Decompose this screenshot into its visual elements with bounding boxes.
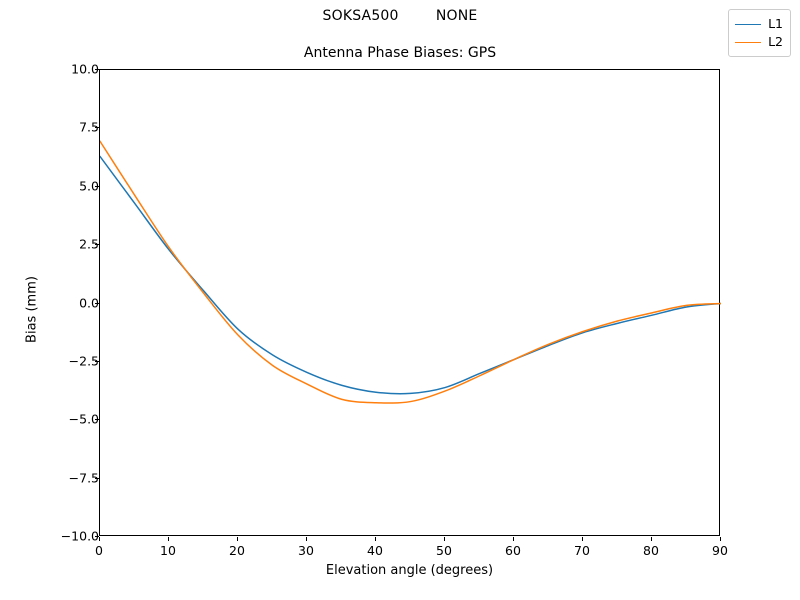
x-tick-label: 30 — [298, 543, 314, 558]
x-tick-label: 0 — [95, 543, 103, 558]
y-tick-label: 0.0 — [79, 295, 99, 310]
x-tick-label: 50 — [436, 543, 452, 558]
legend-item-l2[interactable]: L2 — [735, 33, 783, 51]
x-axis-label: Elevation angle (degrees) — [325, 563, 494, 578]
y-tick-label: 10.0 — [71, 61, 99, 77]
x-tick-mark — [582, 537, 583, 541]
y-tick-mark — [95, 302, 99, 304]
y-tick-mark — [95, 477, 99, 479]
figure-suptitle: SOKSA500 NONE — [322, 8, 478, 24]
x-tick-mark — [513, 537, 514, 541]
y-tick-mark — [95, 419, 99, 421]
x-tick-mark — [651, 537, 652, 541]
y-tick-label: 5.0 — [79, 178, 99, 194]
y-tick-mark — [95, 244, 99, 246]
x-tick-label: 60 — [505, 543, 521, 558]
legend-swatch-icon — [735, 23, 762, 25]
x-tick-mark — [306, 537, 307, 541]
y-tick-label: 7.5 — [79, 119, 99, 135]
x-tick-mark — [444, 537, 445, 541]
x-tick-label: 20 — [229, 543, 245, 558]
series-line-l1 — [100, 155, 721, 395]
y-tick-label: −2.5 — [68, 353, 99, 369]
y-tick-label: −5.0 — [68, 411, 99, 427]
chart-lines — [100, 140, 721, 404]
legend: L1 L2 — [728, 9, 791, 57]
legend-item-l1[interactable]: L1 — [735, 15, 783, 33]
y-tick-label: 2.5 — [79, 236, 99, 252]
legend-label: L2 — [768, 34, 783, 49]
x-tick-label: 80 — [643, 543, 659, 558]
legend-swatch-icon — [735, 41, 762, 43]
y-tick-label: −10.0 — [60, 528, 99, 544]
x-tick-mark — [237, 537, 238, 541]
y-tick-mark — [95, 69, 99, 70]
x-tick-mark — [375, 537, 376, 541]
x-tick-label: 40 — [367, 543, 383, 558]
x-tick-label: 70 — [574, 543, 590, 558]
x-tick-mark — [168, 537, 169, 541]
plot-area — [99, 69, 721, 536]
series-line-l2 — [100, 140, 721, 404]
y-tick-mark — [95, 360, 99, 362]
y-tick-mark — [95, 127, 99, 129]
y-tick-mark — [95, 185, 99, 187]
legend-label: L1 — [768, 16, 783, 31]
y-tick-label: −7.5 — [68, 470, 99, 486]
chart-title: Antenna Phase Biases: GPS — [303, 45, 497, 61]
x-tick-mark — [720, 537, 721, 541]
y-axis-label: Bias (mm) — [24, 276, 40, 343]
x-tick-label: 10 — [160, 543, 176, 558]
x-axis-ticks: 0 10 20 30 40 50 60 70 80 90 — [95, 537, 728, 561]
y-axis-ticks: −10.0 −7.5 −5.0 −2.5 0.0 2.5 5.0 7.5 10.0 — [41, 62, 99, 544]
x-tick-mark — [99, 537, 100, 541]
x-tick-label: 90 — [712, 543, 728, 558]
y-tick-mark — [95, 536, 99, 537]
